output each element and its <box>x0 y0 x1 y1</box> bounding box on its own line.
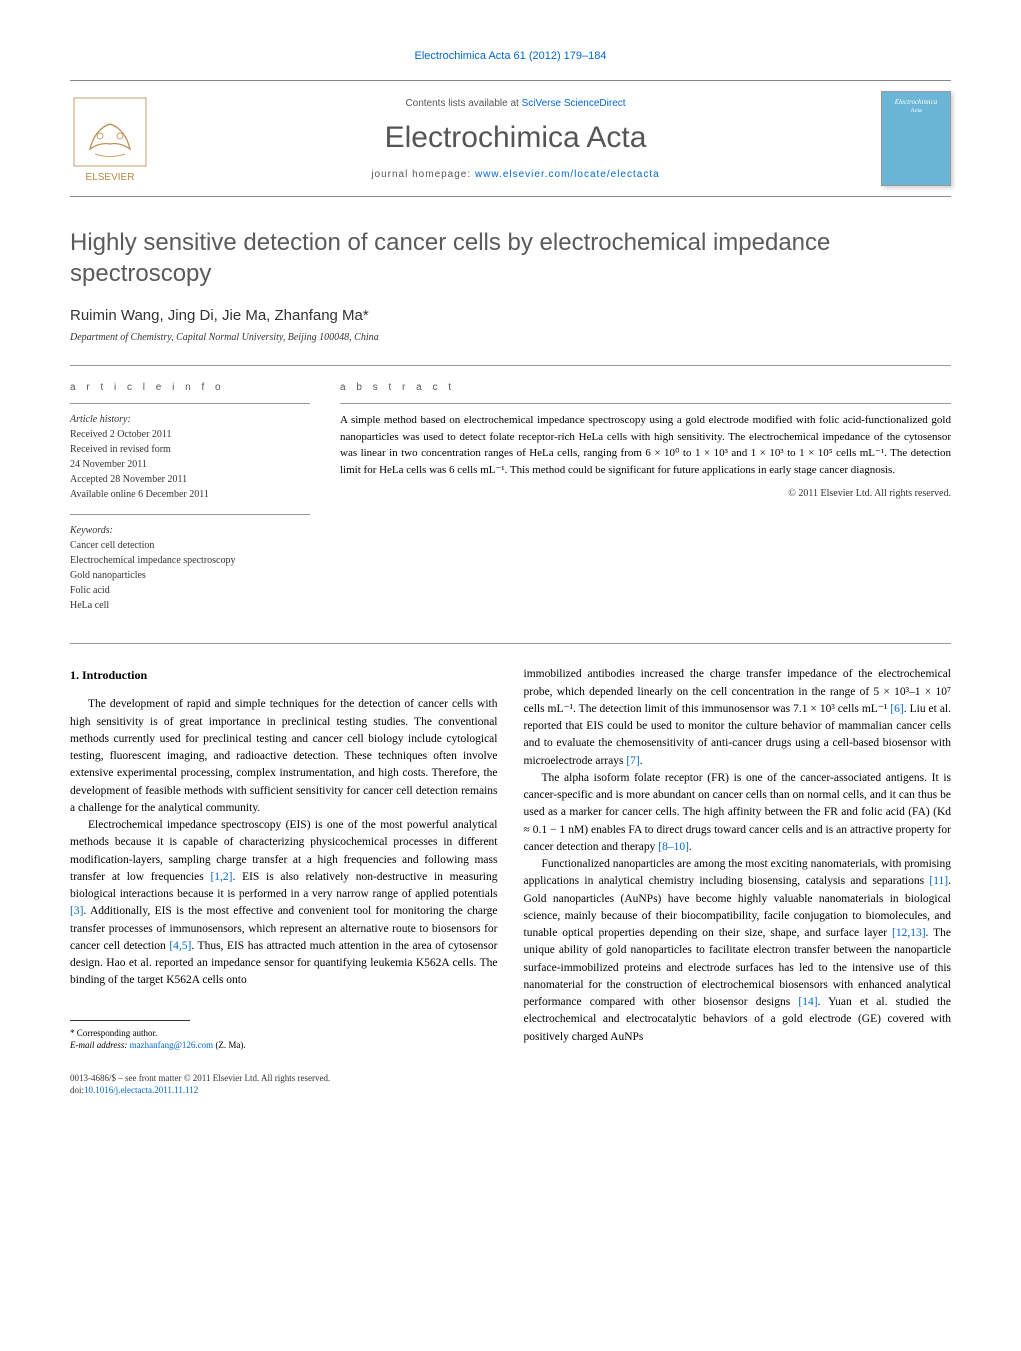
elsevier-label: ELSEVIER <box>86 172 135 183</box>
text-run: Functionalized nanoparticles are among t… <box>524 858 952 887</box>
body-columns: 1. Introduction The development of rapid… <box>70 666 951 1097</box>
right-column: immobilized antibodies increased the cha… <box>524 666 952 1097</box>
ref-link[interactable]: [8–10] <box>658 841 689 853</box>
elsevier-logo: ELSEVIER <box>70 94 150 184</box>
ref-link[interactable]: [3] <box>70 905 83 917</box>
left-column: 1. Introduction The development of rapid… <box>70 666 498 1097</box>
footnote-divider <box>70 1020 190 1021</box>
article-info-label: a r t i c l e i n f o <box>70 382 310 393</box>
ref-link[interactable]: [1,2] <box>210 871 232 883</box>
intro-heading: 1. Introduction <box>70 666 498 684</box>
journal-header: ELSEVIER Contents lists available at Sci… <box>70 80 951 197</box>
bottom-meta: 0013-4686/$ – see front matter © 2011 El… <box>70 1072 498 1097</box>
abstract-label: a b s t r a c t <box>340 382 951 393</box>
contents-line: Contents lists available at SciVerse Sci… <box>170 98 861 109</box>
homepage-link[interactable]: www.elsevier.com/locate/electacta <box>475 169 660 180</box>
ref-link[interactable]: [11] <box>929 875 948 887</box>
ref-link[interactable]: [14] <box>798 996 817 1008</box>
divider <box>70 643 951 644</box>
ref-link[interactable]: [12,13] <box>892 927 926 939</box>
email-link[interactable]: mazhanfang@126.com <box>130 1040 214 1050</box>
journal-name: Electrochimica Acta <box>170 121 861 155</box>
ref-link[interactable]: [4,5] <box>169 940 191 952</box>
text-run: The alpha isoform folate receptor (FR) i… <box>524 772 952 853</box>
article-title: Highly sensitive detection of cancer cel… <box>70 227 951 289</box>
received-date: Received 2 October 2011 <box>70 427 310 442</box>
authors: Ruimin Wang, Jing Di, Jie Ma, Zhanfang M… <box>70 307 951 324</box>
history-label: Article history: <box>70 412 310 427</box>
doi-link[interactable]: 10.1016/j.electacta.2011.11.112 <box>84 1085 198 1095</box>
paragraph: The development of rapid and simple tech… <box>70 696 498 817</box>
revised-label: Received in revised form <box>70 442 310 457</box>
keywords-label: Keywords: <box>70 523 310 538</box>
paragraph: The alpha isoform folate receptor (FR) i… <box>524 770 952 856</box>
homepage-prefix: journal homepage: <box>371 169 475 180</box>
ref-link[interactable]: [6] <box>890 703 903 715</box>
corresponding-author: * Corresponding author. <box>70 1027 498 1040</box>
email-suffix: (Z. Ma). <box>213 1040 246 1050</box>
issn-line: 0013-4686/$ – see front matter © 2011 El… <box>70 1072 498 1085</box>
text-run: . <box>689 841 692 853</box>
paragraph: Functionalized nanoparticles are among t… <box>524 856 952 1046</box>
keyword: Cancer cell detection <box>70 538 310 553</box>
keyword: Gold nanoparticles <box>70 568 310 583</box>
abstract-text: A simple method based on electrochemical… <box>340 412 951 478</box>
keyword: HeLa cell <box>70 598 310 613</box>
email-label: E-mail address: <box>70 1040 130 1050</box>
keyword: Folic acid <box>70 583 310 598</box>
journal-ref-top: Electrochimica Acta 61 (2012) 179–184 <box>70 50 951 62</box>
ref-link[interactable]: [7] <box>626 755 639 767</box>
homepage-line: journal homepage: www.elsevier.com/locat… <box>170 169 861 180</box>
text-run: . <box>640 755 643 767</box>
revised-date: 24 November 2011 <box>70 457 310 472</box>
abstract-copyright: © 2011 Elsevier Ltd. All rights reserved… <box>340 488 951 499</box>
journal-cover-thumbnail: Electrochimica Acta <box>881 91 951 186</box>
contents-prefix: Contents lists available at <box>405 98 521 109</box>
article-info-block: a r t i c l e i n f o Article history: R… <box>70 366 310 613</box>
text-run: immobilized antibodies increased the cha… <box>524 668 952 715</box>
sciencedirect-link[interactable]: SciVerse ScienceDirect <box>522 98 626 109</box>
abstract-block: a b s t r a c t A simple method based on… <box>340 366 951 613</box>
paragraph: Electrochemical impedance spectroscopy (… <box>70 817 498 990</box>
doi-prefix: doi: <box>70 1085 84 1095</box>
cover-title: Electrochimica <box>882 98 950 106</box>
online-date: Available online 6 December 2011 <box>70 487 310 502</box>
footnote-block: * Corresponding author. E-mail address: … <box>70 1027 498 1052</box>
affiliation: Department of Chemistry, Capital Normal … <box>70 332 951 343</box>
paragraph: immobilized antibodies increased the cha… <box>524 666 952 770</box>
accepted-date: Accepted 28 November 2011 <box>70 472 310 487</box>
cover-sub: Acta <box>882 108 950 114</box>
keyword: Electrochemical impedance spectroscopy <box>70 553 310 568</box>
